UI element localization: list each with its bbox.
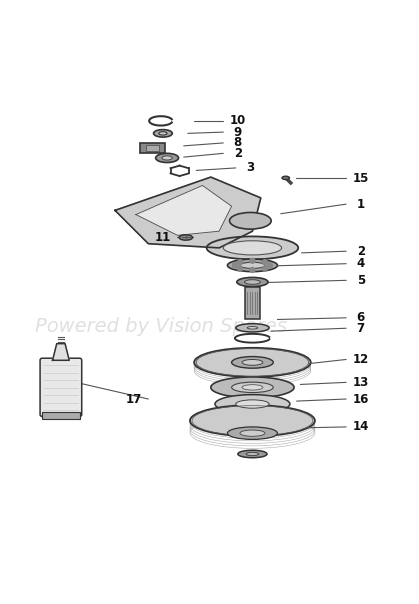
Text: 16: 16 [352,393,369,405]
Ellipse shape [179,235,192,240]
Circle shape [262,266,267,271]
Ellipse shape [242,385,263,390]
Ellipse shape [215,394,290,413]
Ellipse shape [207,236,298,259]
Text: 13: 13 [352,376,369,389]
Ellipse shape [242,359,263,365]
Ellipse shape [238,450,267,458]
Ellipse shape [230,213,271,229]
Ellipse shape [240,430,265,436]
FancyBboxPatch shape [40,358,82,417]
Ellipse shape [246,452,259,455]
Circle shape [250,268,255,272]
Text: 2: 2 [234,147,242,160]
Text: 3: 3 [246,161,254,175]
Text: 11: 11 [155,231,171,244]
Ellipse shape [162,156,172,160]
Circle shape [233,263,238,268]
Ellipse shape [223,241,282,255]
FancyBboxPatch shape [146,144,159,151]
Ellipse shape [236,324,269,332]
Polygon shape [52,344,69,361]
Circle shape [262,260,267,265]
Ellipse shape [211,377,294,398]
Ellipse shape [245,280,260,284]
FancyBboxPatch shape [42,413,80,419]
Ellipse shape [159,132,167,135]
Text: 5: 5 [357,274,365,287]
Ellipse shape [236,400,269,408]
Text: Powered by Vision Spares: Powered by Vision Spares [35,318,287,336]
Text: 15: 15 [352,172,369,185]
Text: 6: 6 [357,311,365,324]
Ellipse shape [228,259,277,272]
Ellipse shape [232,382,273,393]
Text: 2: 2 [357,245,365,258]
Ellipse shape [194,348,311,377]
Circle shape [267,263,272,268]
Text: 12: 12 [352,353,369,366]
Polygon shape [136,185,232,236]
Ellipse shape [153,130,172,137]
Ellipse shape [282,176,290,179]
Text: 9: 9 [234,126,242,138]
Text: 7: 7 [357,322,365,335]
Text: 10: 10 [230,114,246,127]
Circle shape [238,266,243,271]
Text: 14: 14 [352,420,369,434]
Text: 1: 1 [357,198,365,211]
Text: 8: 8 [234,137,242,149]
Text: 4: 4 [357,257,365,270]
Bar [245,288,260,319]
Ellipse shape [155,153,178,162]
Polygon shape [115,177,261,248]
Ellipse shape [190,405,315,436]
Ellipse shape [240,262,265,269]
Ellipse shape [232,356,273,368]
FancyBboxPatch shape [140,143,165,153]
Circle shape [238,260,243,265]
Ellipse shape [228,427,277,440]
Circle shape [250,259,255,263]
Ellipse shape [247,327,258,329]
Ellipse shape [237,277,268,286]
Text: 17: 17 [126,393,142,405]
